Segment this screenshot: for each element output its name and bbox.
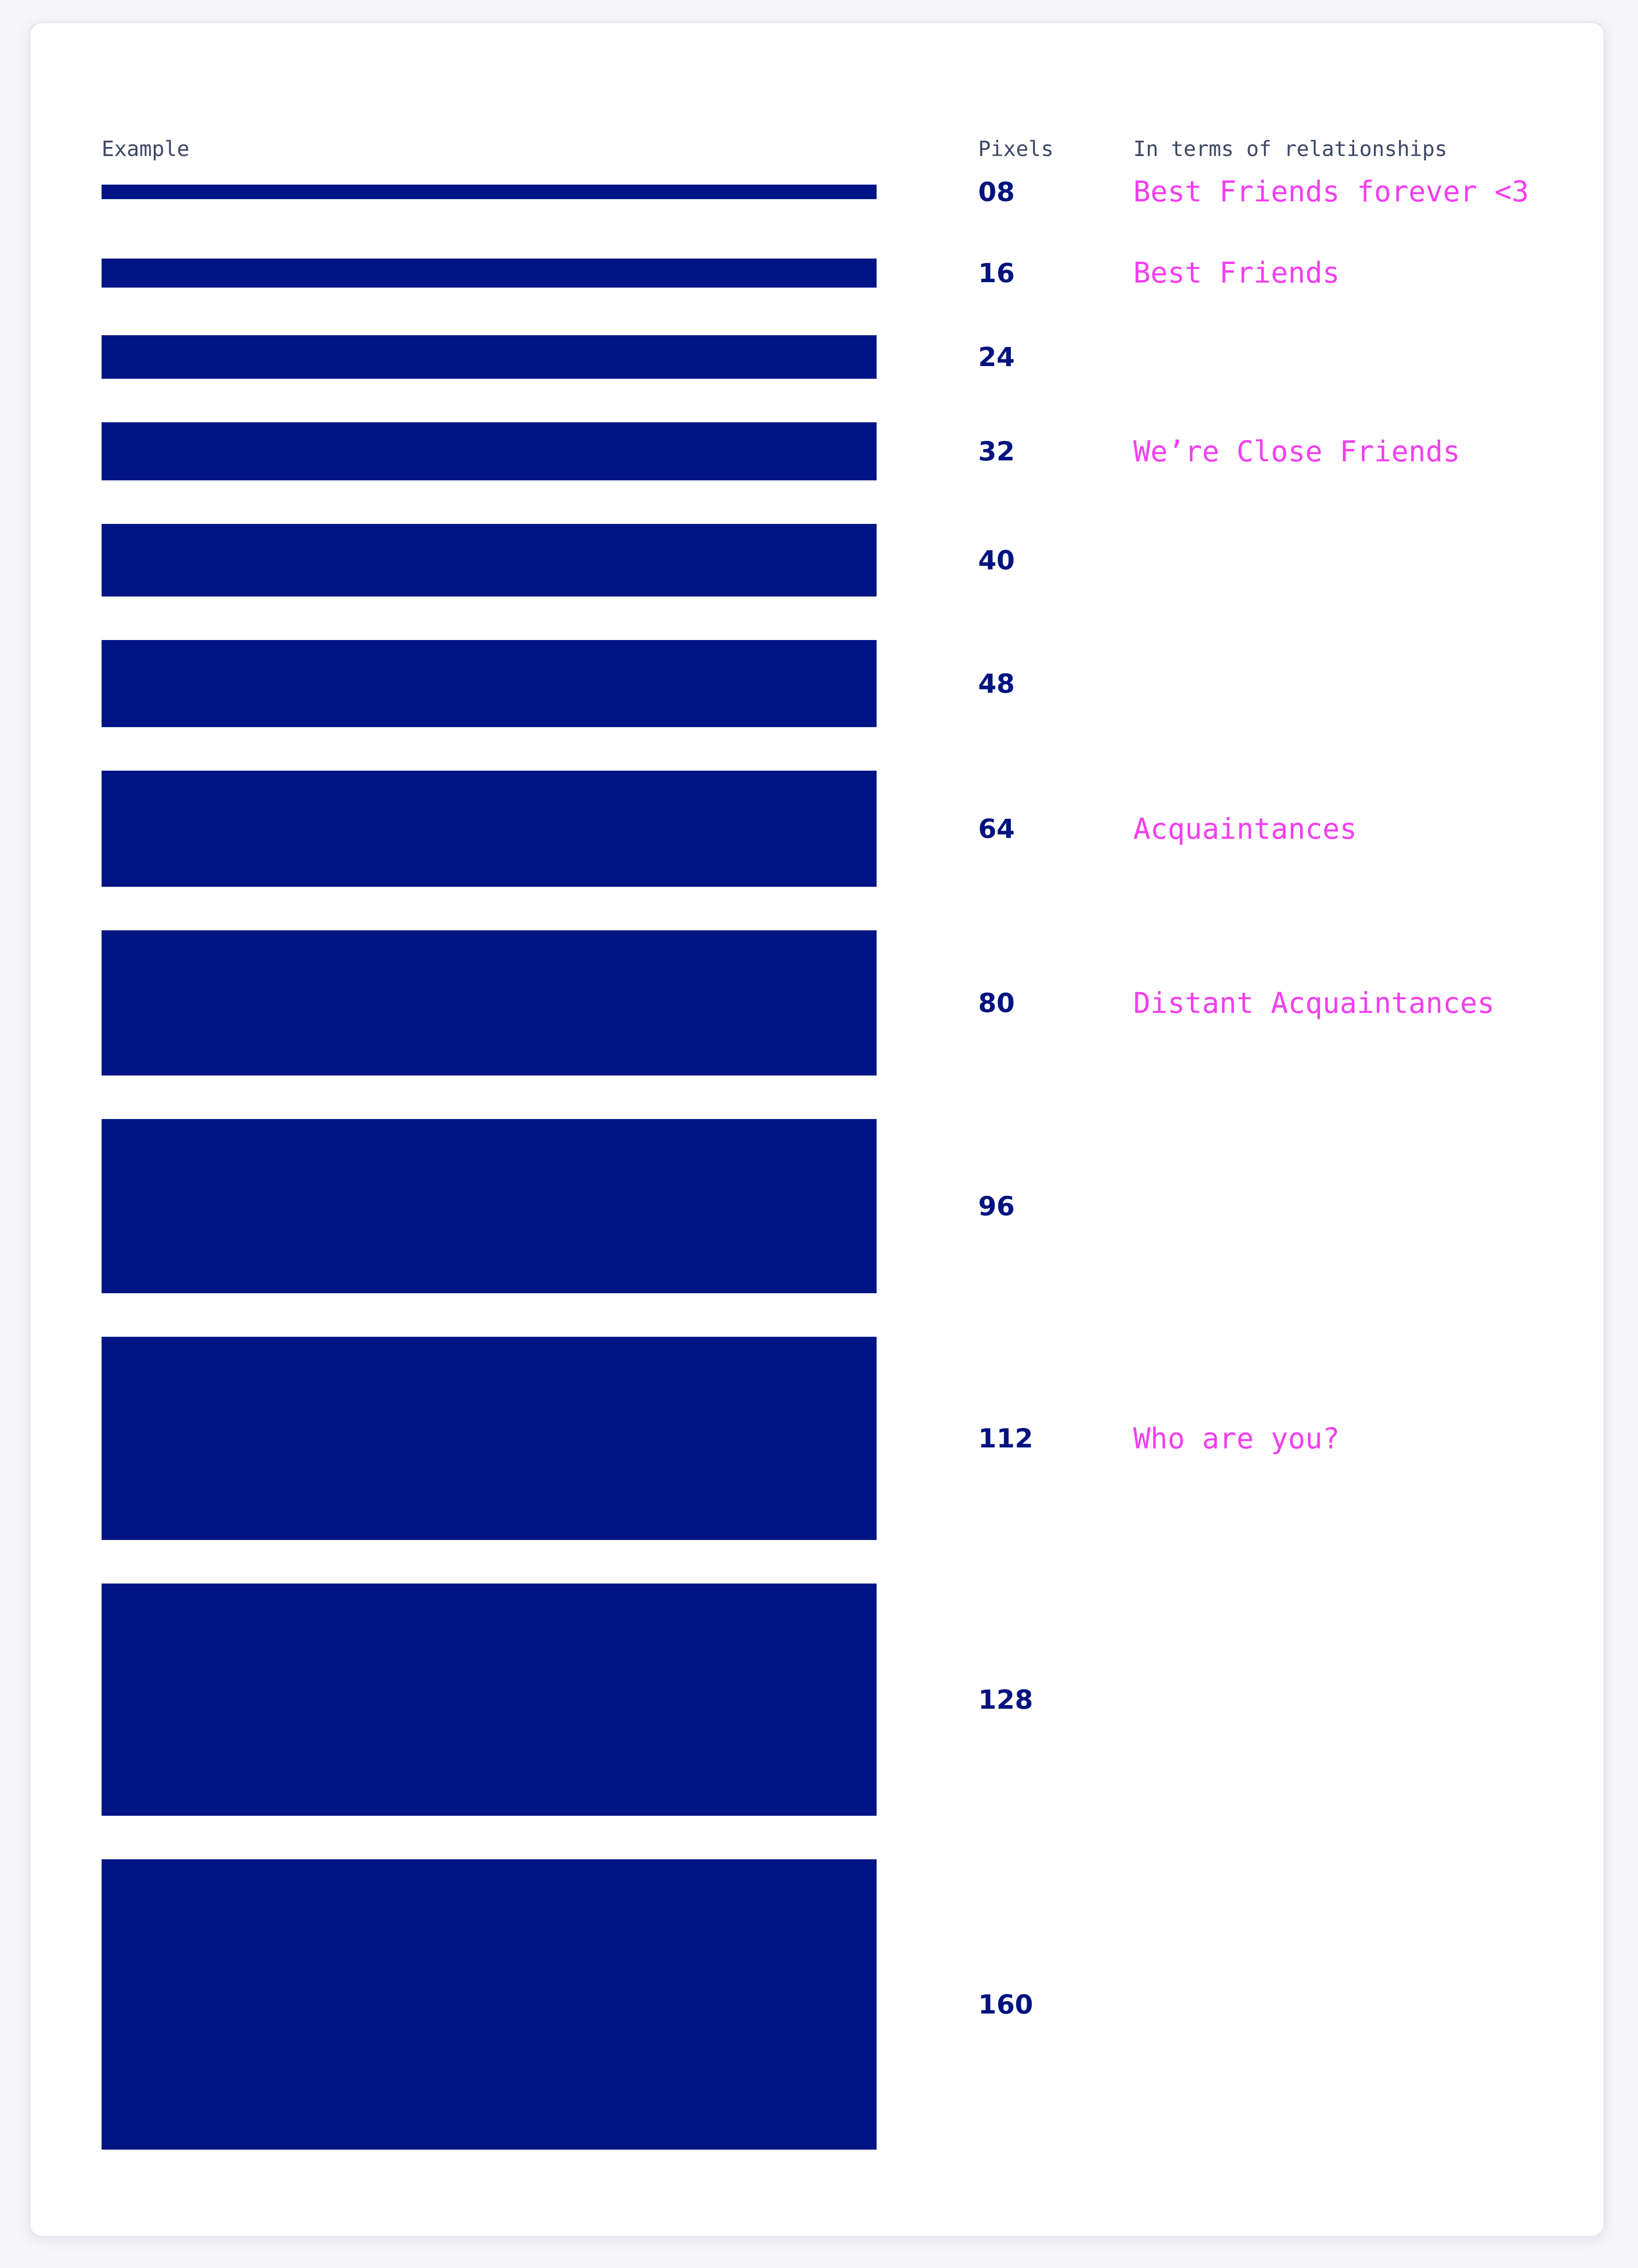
spacing-row: 64 Acquaintances (102, 771, 1553, 887)
spacing-card: Example Pixels In terms of relationships… (29, 22, 1605, 2237)
spacing-row: 96 (102, 1119, 1553, 1293)
relationship-label: Best Friends forever <3 (1133, 175, 1529, 208)
spacing-example-bar (102, 258, 877, 288)
spacing-row: 40 (102, 524, 1553, 596)
table-header: Example Pixels In terms of relationships (30, 137, 1604, 162)
spacing-example-bar (102, 930, 877, 1075)
header-relationships: In terms of relationships (1133, 137, 1448, 161)
pixel-value: 128 (978, 1684, 1034, 1715)
spacing-example-bar (102, 640, 877, 727)
spacing-row: 16 Best Friends (102, 254, 1553, 292)
spacing-row: 08 Best Friends forever <3 (102, 173, 1553, 210)
pixel-value: 24 (978, 342, 1015, 372)
spacing-row: 32 We’re Close Friends (102, 422, 1553, 480)
relationship-label: We’re Close Friends (1133, 435, 1460, 468)
spacing-example-bar (102, 184, 877, 199)
header-example: Example (102, 137, 190, 161)
pixel-value: 08 (978, 176, 1015, 207)
pixel-value: 64 (978, 813, 1015, 844)
pixel-value: 80 (978, 987, 1015, 1018)
spacing-rows: 08 Best Friends forever <3 16 Best Friends 2… (102, 173, 1553, 2150)
pixel-value: 160 (978, 1989, 1034, 2020)
pixel-value: 16 (978, 257, 1015, 288)
pixel-value: 96 (978, 1191, 1015, 1222)
spacing-example-bar (102, 524, 877, 596)
spacing-row: 48 (102, 640, 1553, 727)
pixel-value: 112 (978, 1423, 1034, 1454)
spacing-row: 128 (102, 1584, 1553, 1816)
pixel-value: 48 (978, 668, 1015, 699)
spacing-row: 80 Distant Acquaintances (102, 930, 1553, 1075)
spacing-example-bar (102, 1119, 877, 1293)
spacing-example-bar (102, 1584, 877, 1816)
relationship-label: Who are you? (1133, 1422, 1340, 1455)
header-pixels: Pixels (978, 137, 1054, 161)
spacing-example-bar (102, 335, 877, 379)
spacing-row: 112 Who are you? (102, 1337, 1553, 1540)
spacing-row: 24 (102, 335, 1553, 379)
spacing-row: 160 (102, 1859, 1553, 2150)
spacing-example-bar (102, 1337, 877, 1540)
pixel-value: 40 (978, 545, 1015, 576)
spacing-example-bar (102, 422, 877, 480)
relationship-label: Best Friends (1133, 256, 1340, 289)
spacing-example-bar (102, 1859, 877, 2150)
pixel-value: 32 (978, 436, 1015, 467)
relationship-label: Distant Acquaintances (1133, 986, 1495, 1020)
spacing-example-bar (102, 771, 877, 887)
relationship-label: Acquaintances (1133, 812, 1357, 846)
